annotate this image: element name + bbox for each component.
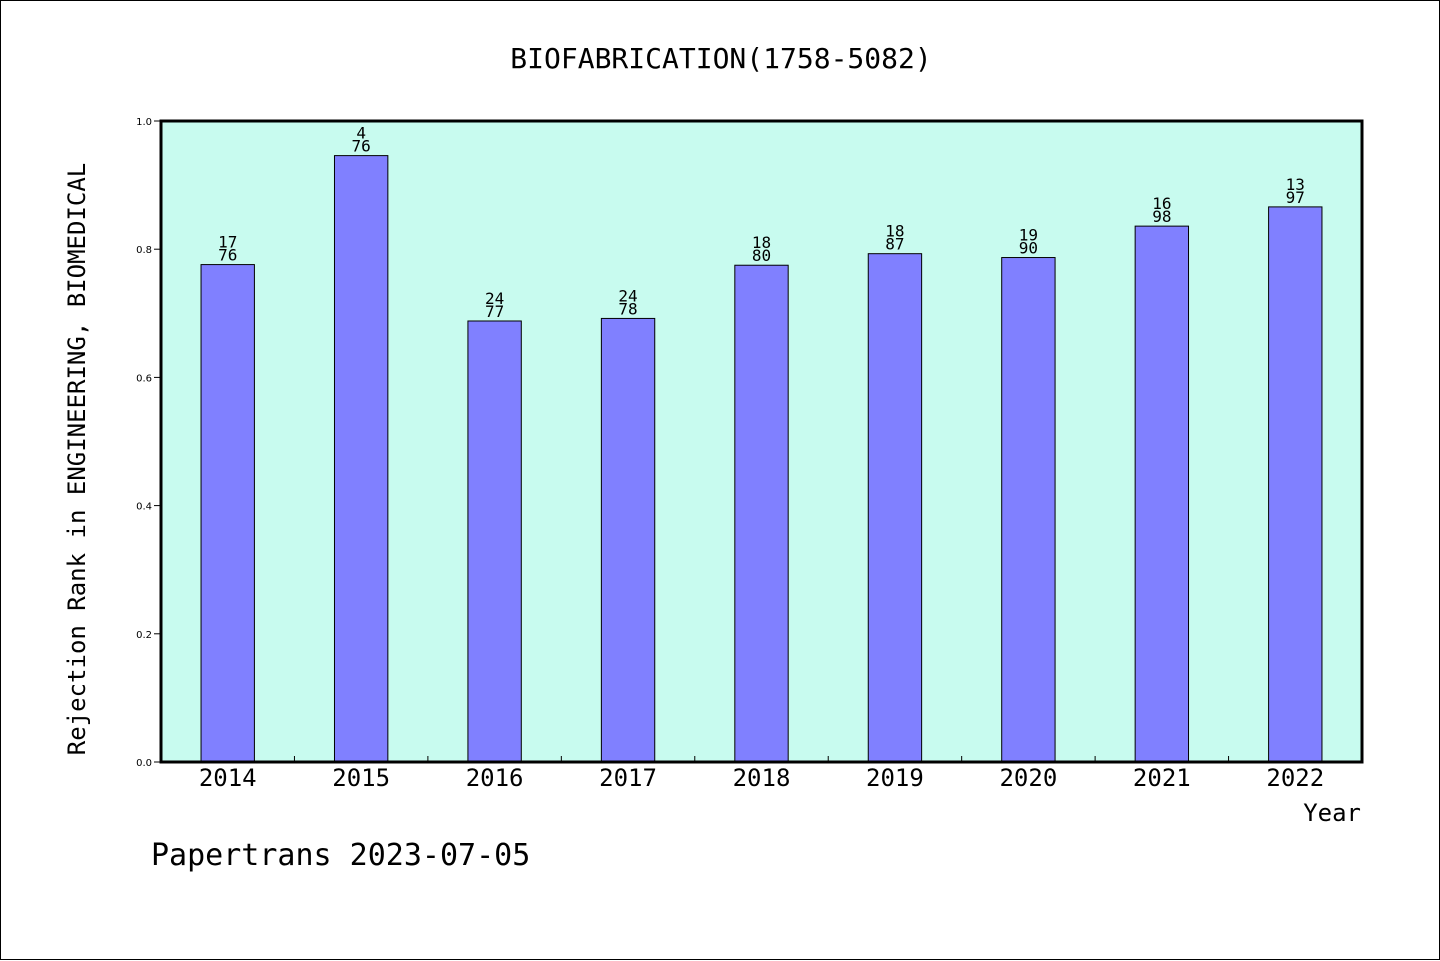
bar-label-rank-2014: 17: [218, 233, 237, 252]
bar-label-total-2022: 97: [1286, 188, 1305, 207]
bar-label-total-2019: 87: [885, 235, 904, 254]
footer-text: Papertrans 2023-07-05: [151, 838, 530, 873]
y-tick-label: 0.0: [136, 758, 152, 769]
bar-label-rank-2018: 18: [752, 233, 771, 252]
x-tick-label-2020: 2020: [999, 764, 1057, 792]
bar-label-rank-2020: 19: [1019, 226, 1038, 245]
bar-label-rank-2021: 16: [1152, 194, 1171, 213]
y-axis-label: Rejection Rank in ENGINEERING, BIOMEDICA…: [63, 163, 91, 755]
y-tick-label: 0.4: [136, 502, 152, 513]
y-axis: 0.0 0.2 0.4 0.6 0.8 1.0: [136, 117, 161, 769]
bar-label-total-2016: 77: [485, 302, 504, 321]
chart-title: BIOFABRICATION(1758-5082): [510, 42, 931, 75]
x-tick-label-2017: 2017: [599, 764, 657, 792]
x-tick-label-2014: 2014: [199, 764, 257, 792]
bar-label-rank-2019: 18: [885, 222, 904, 241]
bar-2016: [467, 320, 522, 763]
plot-border: [159, 119, 1364, 764]
bar-label-total-2015: 76: [352, 137, 371, 156]
bar-label-total-2017: 78: [618, 299, 637, 318]
bar-2017: [600, 317, 656, 763]
bar-2020: [1001, 257, 1056, 763]
x-tick-label-2016: 2016: [466, 764, 524, 792]
bar-label-rank-2017: 24: [618, 286, 637, 305]
x-axis: 2014 2015 2016 2017 2018 2019 2020 2021 2022: [199, 756, 1324, 792]
y-tick-label: 0.6: [136, 373, 152, 384]
x-tick-label-2022: 2022: [1266, 764, 1324, 792]
bar-label-total-2021: 98: [1152, 207, 1171, 226]
x-tick-label-2015: 2015: [332, 764, 390, 792]
bar-label-rank-2015: 4: [356, 124, 366, 143]
x-tick-label-2019: 2019: [866, 764, 924, 792]
bar-2014: [200, 264, 255, 763]
y-tick-label: 0.2: [136, 630, 152, 641]
bar-2019: [867, 253, 923, 763]
bar-2018: [734, 264, 789, 763]
x-axis-label: Year: [1303, 799, 1361, 827]
bar-2015: [333, 155, 389, 763]
bar-2022: [1268, 206, 1323, 763]
x-tick-label-2018: 2018: [733, 764, 791, 792]
bar-label-total-2018: 80: [752, 246, 771, 265]
y-tick-label: 0.8: [136, 245, 152, 256]
bar-label-rank-2016: 24: [485, 289, 504, 308]
bars-group: [200, 155, 1323, 763]
bar-label-rank-2022: 13: [1286, 175, 1305, 194]
bar-label-total-2020: 90: [1019, 239, 1038, 258]
y-tick-label: 1.0: [136, 117, 152, 128]
bar-2021: [1134, 225, 1190, 763]
bar-label-total-2014: 76: [218, 246, 237, 265]
x-tick-label-2021: 2021: [1133, 764, 1191, 792]
